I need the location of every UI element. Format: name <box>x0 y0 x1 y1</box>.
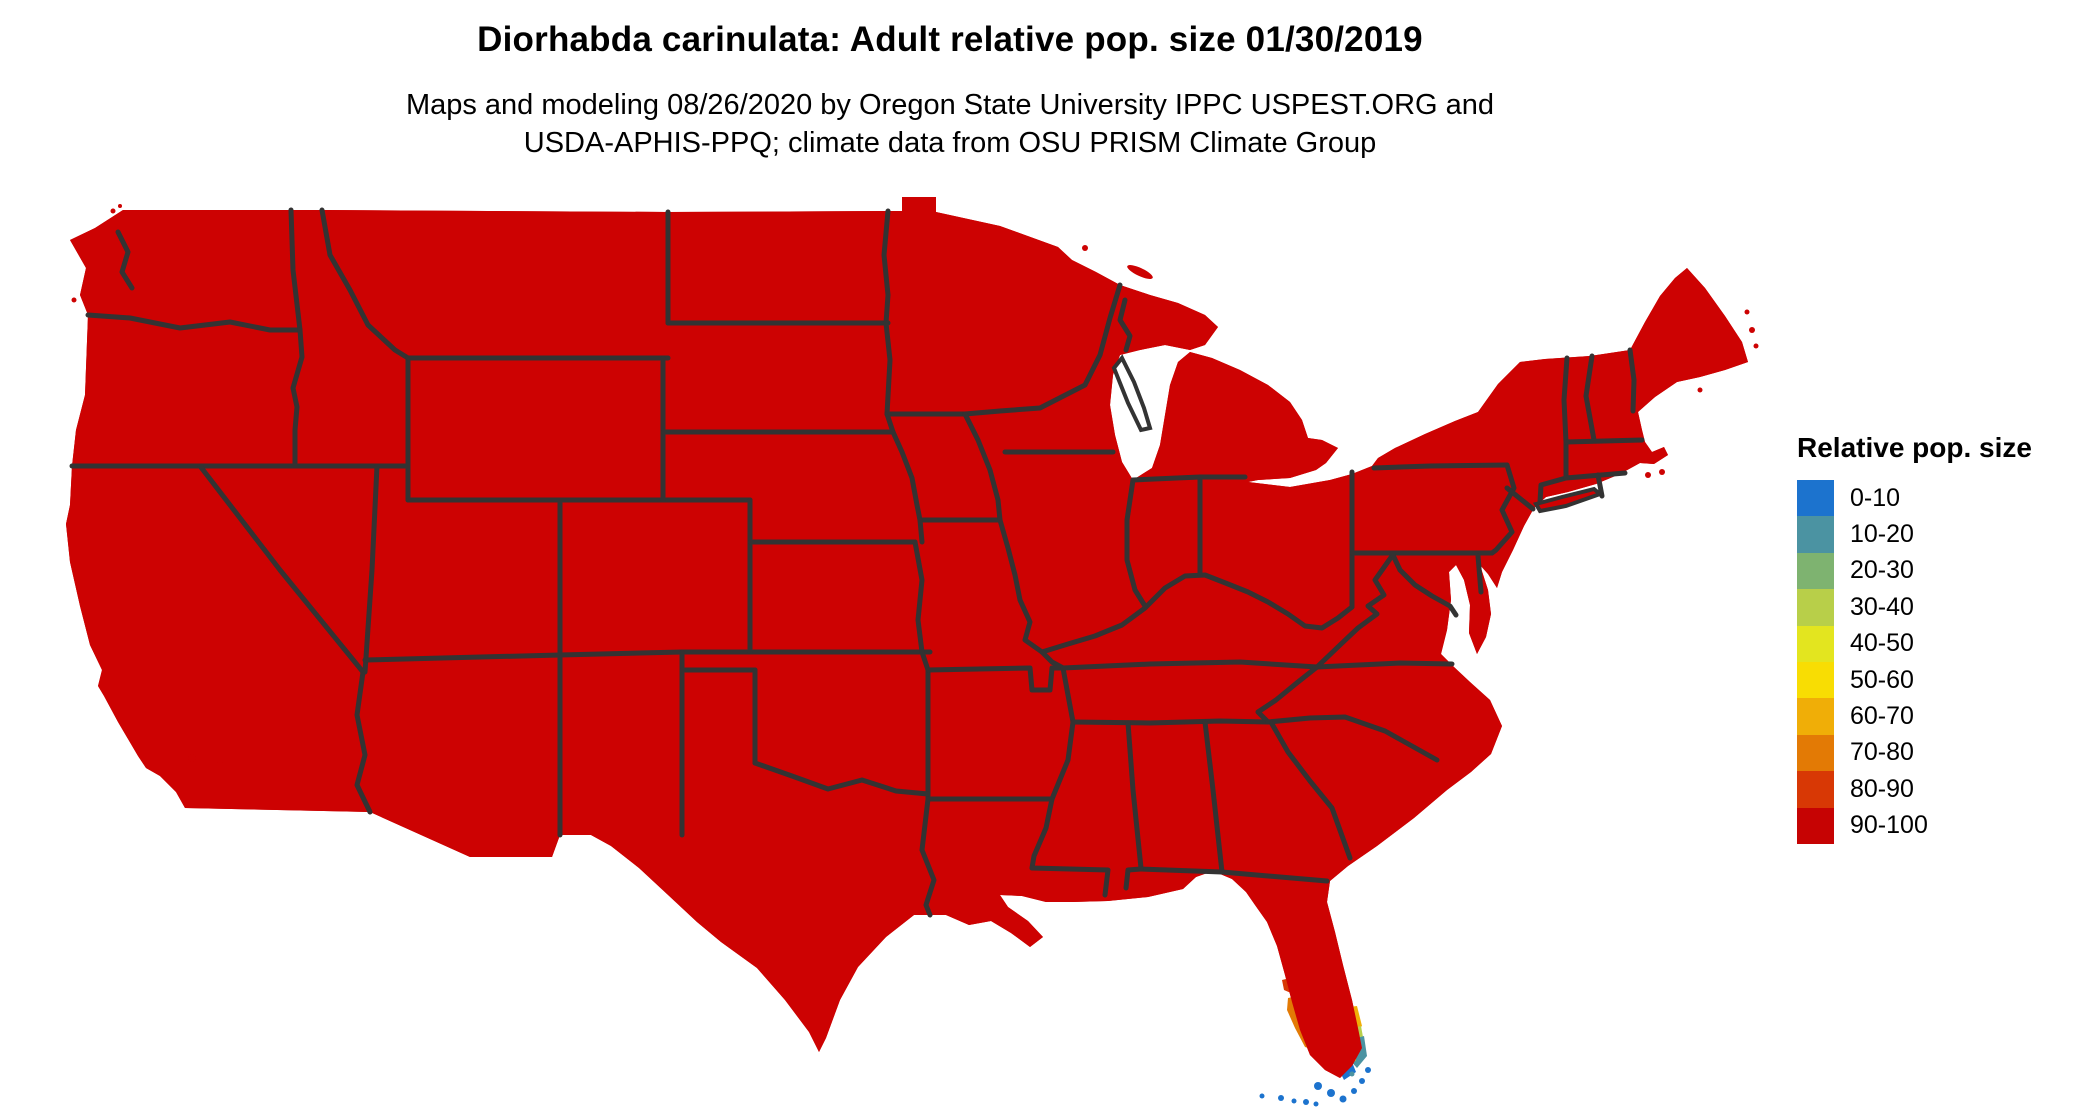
legend-color-swatch <box>1797 698 1834 735</box>
legend-title: Relative pop. size <box>1797 432 2032 463</box>
figure-subtitle-line2: USDA-APHIS-PPQ; climate data from OSU PR… <box>523 127 1377 159</box>
legend-row: 50-60 <box>1797 661 2087 699</box>
legend-bin-label: 30-40 <box>1850 592 1914 621</box>
legend-row: 70-80 <box>1797 734 2087 772</box>
legend-color-swatch <box>1797 807 1834 844</box>
legend-color-swatch <box>1797 589 1834 626</box>
state-borders <box>69 207 1645 918</box>
legend-bin-label: 20-30 <box>1850 556 1914 585</box>
legend-row: 80-90 <box>1797 771 2087 808</box>
figure-title: Diorhabda carinulata: Adult relative pop… <box>477 20 1423 59</box>
legend-bin-label: 60-70 <box>1850 702 1914 731</box>
legend-bin-label: 80-90 <box>1850 774 1914 803</box>
legend-row: 90-100 <box>1797 807 2087 844</box>
legend-color-swatch <box>1797 734 1834 772</box>
long-island <box>1532 486 1604 514</box>
florida-keys <box>1259 1067 1371 1107</box>
legend-bin-label: 10-20 <box>1850 520 1914 549</box>
legend-color-swatch <box>1797 516 1834 553</box>
legend-rows: 0-10 10-20 20-30 30-40 40-50 50-60 60-70 <box>1797 480 2087 844</box>
figure-subtitle: Maps and modeling 08/26/2020 by Oregon S… <box>0 86 1900 162</box>
legend-bin-label: 70-80 <box>1850 738 1914 767</box>
legend-row: 20-30 <box>1797 552 2087 590</box>
legend-row: 0-10 <box>1797 480 2087 517</box>
legend-row: 30-40 <box>1797 589 2087 626</box>
legend-color-swatch <box>1797 625 1834 662</box>
legend-color-swatch <box>1797 552 1834 590</box>
legend-bin-label: 0-10 <box>1850 483 1901 512</box>
legend-bin-label: 40-50 <box>1850 629 1914 658</box>
conus-coastline <box>66 197 1748 1078</box>
island-specks <box>71 204 1759 805</box>
legend: Relative pop. size 0-10 10-20 20-30 30-4… <box>1797 432 2087 844</box>
legend-row: 60-70 <box>1797 698 2087 735</box>
legend-color-swatch <box>1797 771 1834 808</box>
legend-color-swatch <box>1797 480 1834 517</box>
figure-header: Diorhabda carinulata: Adult relative pop… <box>0 20 1900 162</box>
legend-bin-label: 50-60 <box>1850 665 1914 694</box>
green-bay-water <box>1111 354 1153 433</box>
legend-bin-label: 90-100 <box>1850 811 1928 840</box>
figure-subtitle-line1: Maps and modeling 08/26/2020 by Oregon S… <box>405 89 1495 121</box>
legend-row: 40-50 <box>1797 625 2087 662</box>
legend-row: 10-20 <box>1797 516 2087 553</box>
legend-color-swatch <box>1797 661 1834 699</box>
